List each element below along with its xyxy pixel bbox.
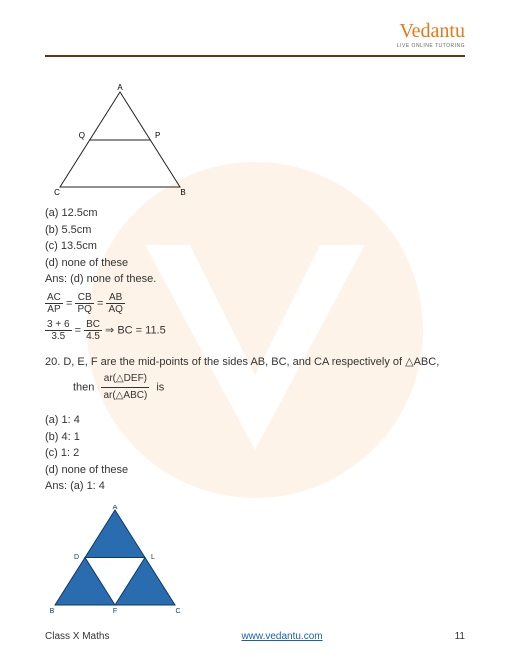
vertex-b: B: [180, 188, 185, 197]
footer-left: Class X Maths: [45, 631, 109, 642]
option-a: (a) 1: 4: [45, 412, 465, 429]
option-d: (d) none of these: [45, 255, 465, 272]
header-rule: [45, 55, 465, 57]
vertex-f: F: [113, 608, 117, 615]
logo-text: Vedantu: [397, 20, 465, 43]
equation-2: 3 + 63.5 = BC4.5 ⇒ BC = 11.5: [45, 319, 465, 342]
q19-options: (a) 12.5cm (b) 5.5cm (c) 13.5cm (d) none…: [45, 205, 465, 288]
answer: Ans: (d) none of these.: [45, 271, 465, 288]
vertex-c: C: [175, 608, 180, 615]
option-c: (c) 1: 2: [45, 445, 465, 462]
logo-tagline: LIVE ONLINE TUTORING: [397, 43, 465, 49]
question-20: 20. D, E, F are the mid-points of the si…: [45, 354, 465, 405]
triangle-diagram-2: A D L B F C: [45, 505, 465, 618]
vertex-a: A: [117, 83, 123, 92]
equation-1: ACAP = CBPQ = ABAQ: [45, 292, 465, 315]
option-a: (a) 12.5cm: [45, 205, 465, 222]
vertex-c: C: [54, 188, 60, 197]
q20-options: (a) 1: 4 (b) 4: 1 (c) 1: 2 (d) none of t…: [45, 412, 465, 495]
q-text-3: is: [156, 382, 164, 394]
q-text-1: D, E, F are the mid-points of the sides …: [63, 356, 405, 368]
triangle-diagram-1: A Q P C B: [45, 82, 465, 197]
vertex-d: D: [74, 554, 79, 561]
vertex-b: B: [50, 608, 55, 615]
page-number: 11: [455, 631, 465, 642]
vertex-p: P: [155, 131, 160, 140]
q-text-2: then: [73, 382, 94, 394]
answer: Ans: (a) 1: 4: [45, 478, 465, 495]
option-d: (d) none of these: [45, 462, 465, 479]
brand-logo: Vedantu LIVE ONLINE TUTORING: [397, 20, 465, 49]
footer-link[interactable]: www.vedantu.com: [241, 631, 322, 642]
header: Vedantu LIVE ONLINE TUTORING: [45, 20, 465, 49]
option-b: (b) 5.5cm: [45, 222, 465, 239]
q-number: 20.: [45, 356, 60, 368]
footer: Class X Maths www.vedantu.com 11: [45, 631, 465, 642]
vertex-a: A: [113, 505, 118, 511]
option-b: (b) 4: 1: [45, 429, 465, 446]
vertex-l: L: [151, 554, 155, 561]
q-tri: △ABC,: [405, 356, 439, 368]
option-c: (c) 13.5cm: [45, 238, 465, 255]
vertex-q: Q: [79, 131, 85, 140]
